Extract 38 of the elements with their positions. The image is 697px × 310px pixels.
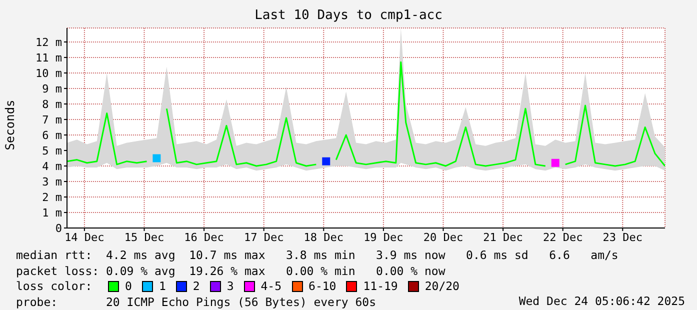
x-tick-label: 22 Dec [542, 230, 583, 244]
x-tick-label: 23 Dec [602, 230, 643, 244]
text: probe: 20 ICMP Echo Pings (56 Bytes) every 60s [16, 294, 376, 308]
y-tick-label: 3 m [42, 175, 62, 188]
x-tick-label: 20 Dec [423, 230, 464, 244]
y-tick-label: 5 m [42, 144, 62, 158]
chart-title: Last 10 Days to cmp1-acc [254, 8, 444, 23]
x-tick-label: 21 Dec [483, 230, 523, 244]
y-tick-label: 2 m [42, 190, 62, 204]
y-tick-label: 8 m [42, 98, 62, 111]
y-tick-label: 0 [55, 222, 62, 235]
legend-label: 4-5 [260, 279, 282, 294]
y-tick-label: 6 m [42, 128, 62, 142]
x-tick-label: 18 Dec [304, 230, 344, 244]
legend-label: 0 [124, 279, 132, 294]
y-tick-label: 1 m [42, 206, 62, 220]
y-tick-label: 10 m [36, 66, 62, 80]
y-tick-label: 9 m [42, 82, 62, 96]
text: Wed Dec 24 05:06:42 2025 [518, 294, 685, 308]
y-axis-title: Seconds [3, 98, 17, 152]
x-tick-label: 19 Dec [364, 230, 404, 244]
y-tick-label: 12 m [36, 36, 62, 49]
y-tick-label: 7 m [42, 113, 62, 126]
legend-label: 3 [226, 279, 234, 294]
x-tick-label: 15 Dec [124, 230, 164, 244]
legend-label: 20/20 [424, 279, 460, 294]
legend-label: 11-19 [362, 279, 398, 294]
x-tick-label: 17 Dec [244, 230, 284, 244]
x-tick-label: 16 Dec [184, 230, 224, 244]
legend-label: 2 [192, 279, 200, 294]
legend-title: loss color: [16, 279, 94, 294]
legend-label: 6-10 [308, 279, 336, 294]
y-tick-label: 11 m [36, 51, 62, 64]
x-tick-label: 14 Dec [64, 230, 104, 244]
text: packet loss: 0.09 % avg 19.26 % max 0.00 % min 0.00 % now [16, 264, 446, 279]
text: median rtt: 4.2 ms avg 10.7 ms max 3.8 ms min 3.9 ms now 0.6 ms sd 6.6 am/s [16, 248, 618, 264]
y-tick-label: 4 m [42, 160, 62, 173]
legend-label: 1 [158, 279, 166, 294]
